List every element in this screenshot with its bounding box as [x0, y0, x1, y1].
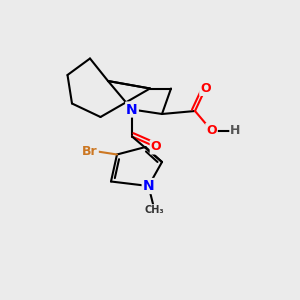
Text: H: H	[230, 124, 241, 137]
Text: N: N	[143, 179, 154, 193]
Text: O: O	[151, 140, 161, 154]
Text: N: N	[126, 103, 138, 116]
Text: CH₃: CH₃	[145, 205, 164, 215]
Text: Br: Br	[82, 145, 98, 158]
Text: O: O	[206, 124, 217, 137]
Text: O: O	[200, 82, 211, 95]
